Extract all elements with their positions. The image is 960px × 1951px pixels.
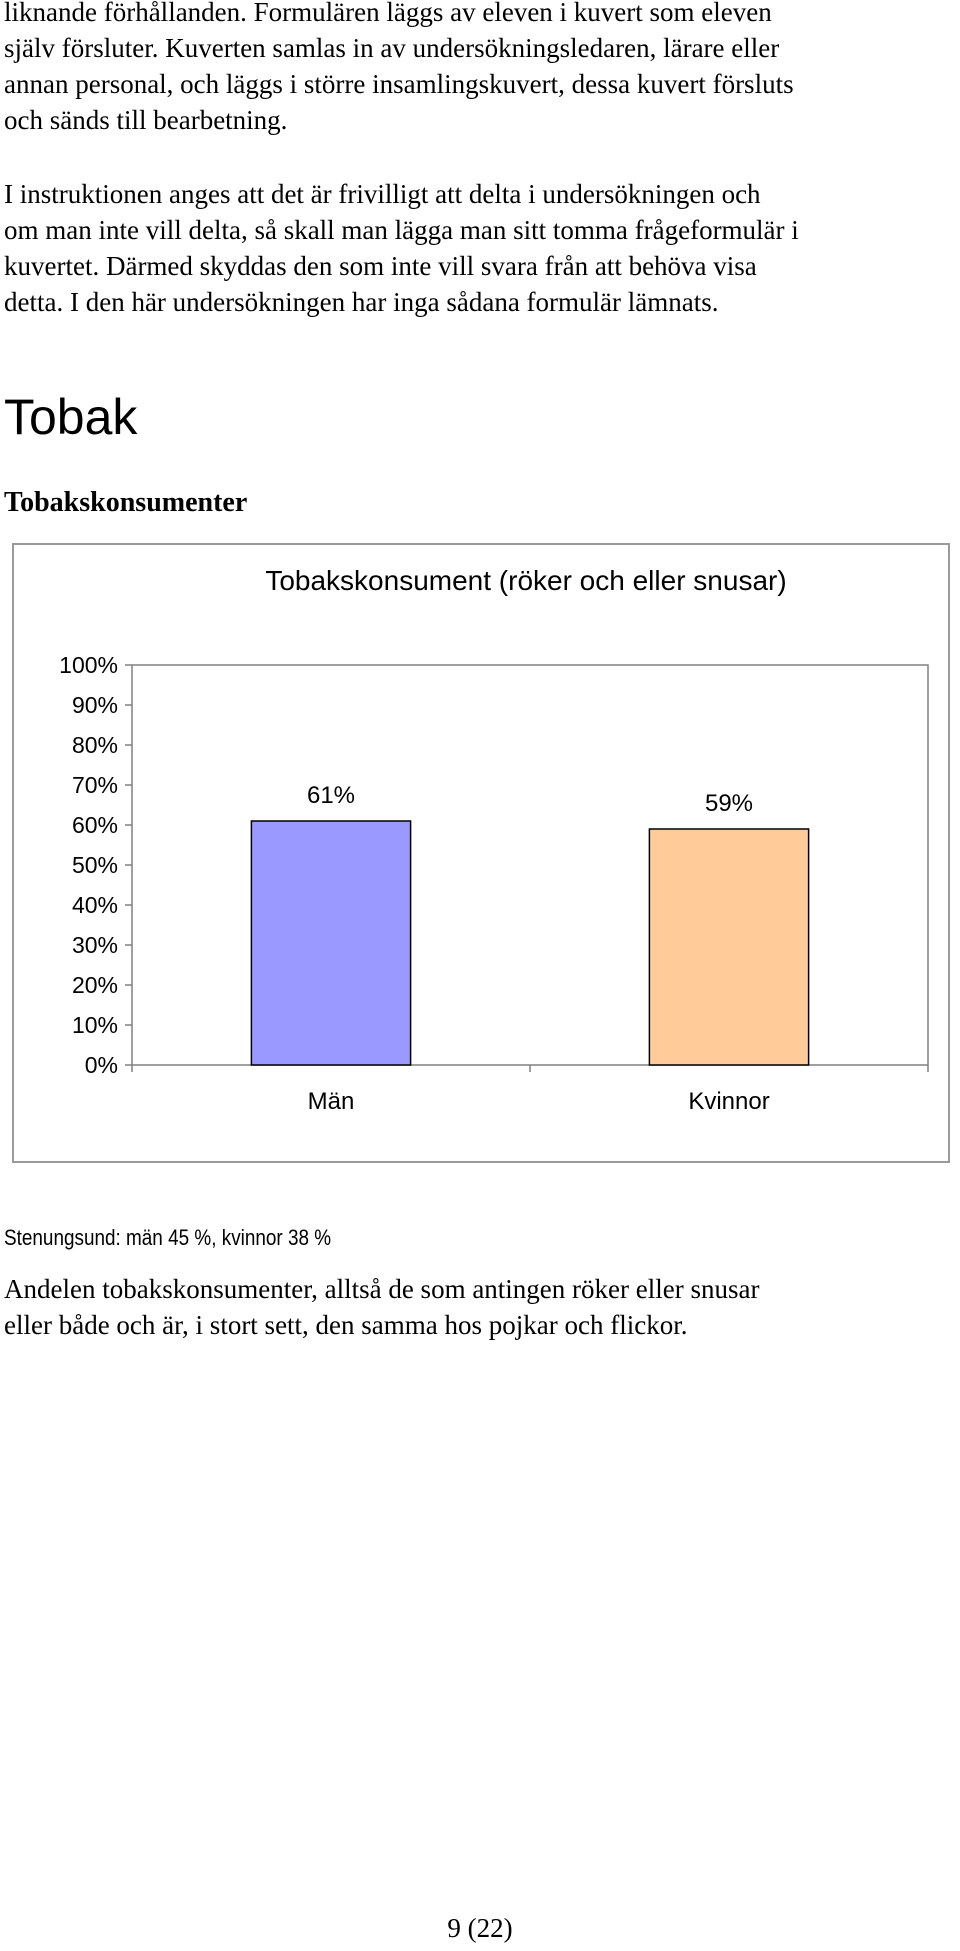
category-label: Kvinnor xyxy=(688,1088,769,1115)
text-line: själv försluter. Kuverten samlas in av u… xyxy=(4,33,780,63)
text-line: om man inte vill delta, så skall man läg… xyxy=(4,215,799,245)
y-tick-label: 10% xyxy=(72,1012,118,1038)
bar-kvinnor xyxy=(648,828,810,1066)
y-tick-label: 20% xyxy=(72,972,118,998)
text-line: Andelen tobakskonsumenter, alltså de som… xyxy=(4,1274,760,1304)
instruction-paragraph: I instruktionen anges att det är frivill… xyxy=(4,176,954,320)
y-tick-label: 0% xyxy=(85,1052,118,1078)
text-line: I instruktionen anges att det är frivill… xyxy=(4,179,761,209)
text-line: och sänds till bearbetning. xyxy=(4,105,288,135)
text-line: liknande förhållanden. Formulären läggs … xyxy=(4,0,772,27)
sub-heading: Tobakskonsumenter xyxy=(4,487,248,518)
summary-paragraph: Andelen tobakskonsumenter, alltså de som… xyxy=(4,1271,954,1343)
stenungsund-note: Stenungsund: män 45 %, kvinnor 38 % xyxy=(4,1225,332,1250)
y-tick-label: 100% xyxy=(59,652,118,678)
y-tick-label: 30% xyxy=(72,932,118,958)
y-tick-label: 50% xyxy=(72,852,118,878)
y-tick-label: 60% xyxy=(72,812,118,838)
y-tick-label: 80% xyxy=(72,732,118,758)
intro-paragraph: liknande förhållanden. Formulären läggs … xyxy=(4,0,954,138)
bar-chart: Tobakskonsument (röker och eller snusar)… xyxy=(59,565,929,1115)
bar-man xyxy=(250,820,412,1066)
text-line: annan personal, och läggs i större insam… xyxy=(4,69,794,99)
text-line: detta. I den här undersökningen har inga… xyxy=(4,287,719,317)
text-line: eller både och är, i stort sett, den sam… xyxy=(4,1310,688,1340)
chart-title: Tobakskonsument (röker och eller snusar) xyxy=(265,565,786,596)
text-line: kuvertet. Därmed skyddas den som inte vi… xyxy=(4,251,757,281)
category-label: Män xyxy=(308,1088,355,1115)
data-label: 61% xyxy=(307,782,355,809)
y-tick-label: 40% xyxy=(72,892,118,918)
y-tick-label: 70% xyxy=(72,772,118,798)
y-tick-label: 90% xyxy=(72,692,118,718)
data-label: 59% xyxy=(705,790,753,817)
page-number: 9 (22) xyxy=(447,1913,513,1943)
chart-frame: Tobakskonsument (röker och eller snusar)… xyxy=(12,543,950,1163)
section-heading: Tobak xyxy=(4,389,138,445)
